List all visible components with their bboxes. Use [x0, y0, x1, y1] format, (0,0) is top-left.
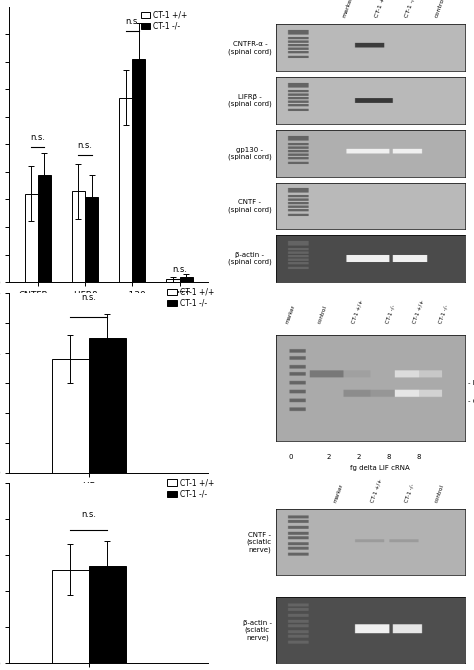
Bar: [85, 197, 98, 282]
Text: - delta LIF: - delta LIF: [468, 398, 474, 403]
Bar: [38, 175, 51, 282]
Bar: [52, 570, 89, 663]
Bar: [180, 277, 193, 282]
Text: n.s.: n.s.: [125, 17, 140, 26]
Text: CNTF -
(spinal cord): CNTF - (spinal cord): [228, 199, 272, 213]
Text: control: control: [434, 484, 446, 503]
Text: 2: 2: [326, 454, 331, 460]
Text: CT-1 -/-: CT-1 -/-: [438, 304, 449, 324]
Bar: [89, 338, 126, 472]
Text: 8: 8: [417, 454, 421, 460]
Text: fg delta LIF cRNA: fg delta LIF cRNA: [350, 464, 410, 470]
Text: n.s.: n.s.: [30, 133, 46, 141]
Text: control: control: [434, 0, 447, 18]
Text: CT-1 +/+: CT-1 +/+: [351, 299, 365, 324]
Text: 8: 8: [387, 454, 391, 460]
Text: n.s.: n.s.: [172, 265, 187, 274]
Text: control: control: [317, 305, 328, 324]
Text: marker: marker: [342, 0, 354, 18]
Text: n.s.: n.s.: [78, 141, 92, 150]
Bar: [72, 191, 85, 282]
Bar: [89, 566, 126, 663]
Text: n.s.: n.s.: [82, 511, 96, 519]
Bar: [119, 98, 132, 282]
Text: CNTFR-α -
(spinal cord): CNTFR-α - (spinal cord): [228, 41, 272, 54]
Text: CT-1 -/-: CT-1 -/-: [404, 483, 416, 503]
Bar: [52, 358, 89, 472]
Text: 0: 0: [289, 454, 293, 460]
Legend: CT-1 +/+, CT-1 -/-: CT-1 +/+, CT-1 -/-: [141, 11, 188, 31]
Text: gp130 -
(spinal cord): gp130 - (spinal cord): [228, 147, 272, 160]
Legend: CT-1 +/+, CT-1 -/-: CT-1 +/+, CT-1 -/-: [167, 478, 214, 498]
Text: n.s.: n.s.: [82, 293, 96, 302]
Legend: CT-1 +/+, CT-1 -/-: CT-1 +/+, CT-1 -/-: [167, 287, 214, 308]
Text: CNTF -
(sciatic
nerve): CNTF - (sciatic nerve): [246, 532, 272, 553]
Text: β-actin -
(sciatic
nerve): β-actin - (sciatic nerve): [243, 620, 272, 641]
Text: β-actin -
(spinal cord): β-actin - (spinal cord): [228, 252, 272, 265]
Text: marker: marker: [285, 304, 297, 324]
Text: CT-1 +/+: CT-1 +/+: [374, 0, 388, 18]
Bar: [166, 279, 180, 282]
Text: marker: marker: [332, 482, 344, 503]
Text: CT-1 +/+: CT-1 +/+: [370, 478, 383, 503]
Text: CT-1 -/-: CT-1 -/-: [404, 0, 417, 18]
Text: 2: 2: [356, 454, 361, 460]
Text: LIFRβ -
(spinal cord): LIFRβ - (spinal cord): [228, 94, 272, 107]
Bar: [132, 59, 146, 282]
Text: CT-1 -/-: CT-1 -/-: [385, 304, 397, 324]
Text: - LIF: - LIF: [468, 380, 474, 386]
Text: CT-1 +/+: CT-1 +/+: [411, 299, 425, 324]
Bar: [25, 194, 38, 282]
